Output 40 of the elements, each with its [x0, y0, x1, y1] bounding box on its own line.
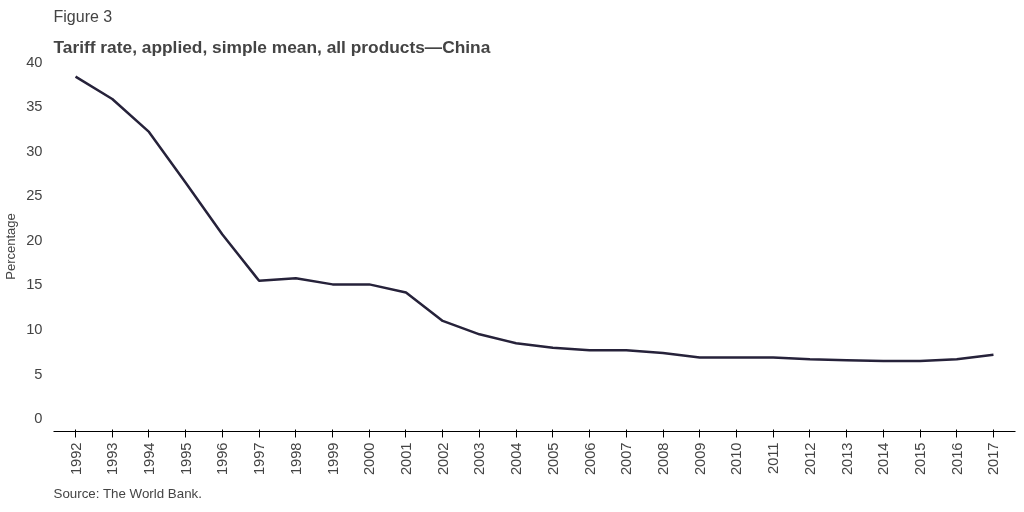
x-tick-label: 1997: [251, 442, 268, 476]
y-tick-label: 30: [26, 142, 43, 159]
x-tick-label: 1994: [140, 442, 157, 476]
x-tick-label: 2001: [397, 442, 414, 476]
x-tick-label: 2003: [471, 442, 488, 476]
x-tick-label: 2015: [912, 442, 929, 476]
x-tick-label: 1999: [324, 442, 341, 476]
y-tick-label: 35: [26, 98, 43, 115]
y-tick-label: 15: [26, 276, 43, 293]
y-tick-label: 25: [26, 187, 43, 204]
caption: Figure 3: [53, 7, 113, 25]
x-tick-label: 1996: [214, 442, 231, 476]
x-tick-label: 2013: [838, 442, 855, 476]
source-note: Source: The World Bank.: [53, 485, 202, 501]
x-tick-label: 1993: [104, 442, 121, 476]
x-tick-label: 2011: [765, 442, 782, 475]
y-axis-title: Percentage: [3, 213, 19, 280]
x-tick-label: 2010: [728, 442, 745, 476]
x-tick-label: 2000: [361, 442, 378, 476]
x-tick-label: 2012: [801, 442, 818, 476]
x-tick-label: 1998: [287, 442, 304, 476]
y-tick-label: 10: [26, 320, 43, 337]
x-tick-label: 1995: [177, 442, 194, 476]
x-tick-label: 2005: [544, 442, 561, 476]
chart-title: Tariff rate, applied, simple mean, all products—China: [53, 36, 491, 57]
x-tick-label: 2007: [618, 442, 635, 476]
y-tick-label: 5: [34, 365, 43, 382]
y-tick-label: 0: [34, 410, 43, 427]
y-tick-label: 40: [26, 53, 43, 70]
x-tick-label: 2016: [948, 442, 965, 476]
x-tick-label: 2008: [655, 442, 672, 476]
x-tick-label: 2017: [985, 442, 1002, 476]
x-tick-label: 1992: [67, 442, 84, 476]
x-tick-label: 2014: [875, 442, 892, 476]
x-tick-label: 2004: [508, 442, 525, 476]
x-tick-label: 2002: [434, 442, 451, 476]
x-tick-label: 2009: [691, 442, 708, 476]
x-tick-label: 2006: [581, 442, 598, 476]
line-series: [74, 75, 995, 363]
y-tick-label: 20: [26, 231, 43, 248]
